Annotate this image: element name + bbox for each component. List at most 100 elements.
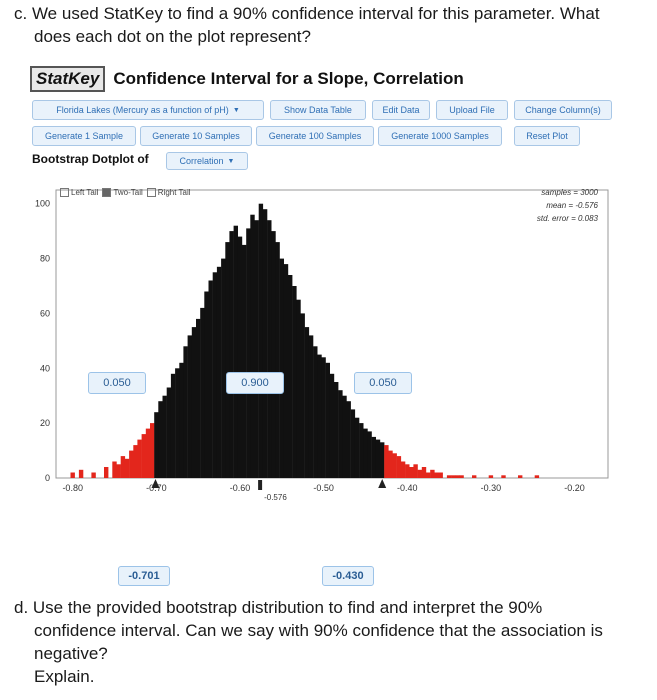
upper-endpoint[interactable]: -0.430 [322,566,374,586]
dot-column-56 [329,373,335,478]
dot-column-19 [175,368,180,478]
dot-column-17 [166,387,172,478]
mean-value: mean = -0.576 [546,201,598,210]
mean-marker-label: -0.576 [264,493,287,502]
y-tick-label-2: 40 [40,363,50,373]
dot-column-47 [292,286,297,478]
y-tick-label-3: 60 [40,308,50,318]
left-tail-checkbox[interactable]: Left Tail [60,188,98,198]
dot-column-24 [196,318,201,478]
dot-column-42 [271,231,276,478]
statistic-label: Correlation [179,156,224,166]
dot-column-89 [501,475,506,478]
dot-column-87 [472,475,477,478]
edit-data-button[interactable]: Edit Data [372,100,430,120]
upload-file-button[interactable]: Upload File [436,100,508,120]
statkey-logo: StatKey [30,66,106,92]
dot-column-78 [421,467,427,478]
dotplot-bars [70,203,540,478]
y-tick-label-0: 0 [45,473,50,483]
dot-column-76 [413,464,418,478]
right-tail-proportion[interactable]: 0.050 [354,372,412,394]
dot-column-74 [405,464,410,478]
dot-column-33 [233,225,238,478]
dot-column-49 [300,313,305,478]
question-d: d. Use the provided bootstrap distributi… [14,596,644,688]
std-error-value: std. error = 0.083 [536,214,598,223]
dot-column-29 [216,266,222,478]
right-tail-checkbox[interactable]: Right Tail [146,188,191,198]
lower-endpoint[interactable]: -0.701 [118,566,170,586]
dot-column-40 [262,209,268,478]
question-d-line-2: confidence interval. Can we say with 90%… [34,621,603,640]
dot-column-28 [212,272,218,478]
dataset-dropdown[interactable]: Florida Lakes (Mercury as a function of … [32,100,264,120]
x-tick-label-5: -0.30 [481,483,502,493]
y-tick-label-4: 80 [40,254,50,264]
generate-100-samples-button[interactable]: Generate 100 Samples [256,126,374,146]
dot-column-12 [145,428,151,478]
left-tail-proportion[interactable]: 0.050 [88,372,146,394]
change-columns-button[interactable]: Change Column(s) [514,100,612,120]
reset-plot-button[interactable]: Reset Plot [514,126,580,146]
dot-column-91 [534,475,540,478]
generate-1-sample-button[interactable]: Generate 1 Sample [32,126,136,146]
dot-column-43 [275,242,280,478]
two-tail-checkbox[interactable]: Two-Tail [102,188,143,198]
dot-column-66 [371,436,376,478]
dot-column-72 [396,456,402,478]
show-data-table-button[interactable]: Show Data Table [270,100,366,120]
upper-marker [378,479,387,488]
dot-column-30 [221,258,226,478]
dot-column-39 [258,203,264,478]
dot-column-7 [124,458,130,478]
dot-column-23 [191,327,197,478]
question-d-line-1: d. Use the provided bootstrap distributi… [14,598,543,617]
dot-column-22 [187,335,192,478]
dot-column-88 [488,475,494,478]
bootstrap-dotplot: -0.80-0.70-0.60-0.50-0.40-0.30-0.20 0204… [35,189,609,502]
chevron-down-icon: ▼ [227,157,235,165]
dot-column-13 [150,423,155,478]
dot-column-38 [254,220,259,478]
question-c: c. We used StatKey to find a 90% confide… [14,2,644,48]
dot-column-54 [321,357,326,478]
generate-1000-samples-button[interactable]: Generate 1000 Samples [378,126,502,146]
dot-column-70 [388,450,393,478]
app-title-row: StatKey Confidence Interval for a Slope,… [30,64,464,94]
dot-column-50 [304,327,310,478]
dot-column-61 [350,409,356,478]
dot-column-67 [375,439,381,478]
dot-column-1 [78,469,84,478]
generate-10-samples-button[interactable]: Generate 10 Samples [140,126,252,146]
dot-column-71 [392,453,397,478]
dot-column-15 [158,401,163,478]
dotplot-label: Bootstrap Dotplot of [32,152,149,166]
dot-column-25 [200,307,205,478]
chevron-down-icon: ▼ [232,106,240,114]
y-tick-label-5: 100 [35,199,50,209]
dot-column-31 [225,242,230,478]
dot-column-44 [279,258,284,478]
dot-column-34 [237,236,243,478]
x-tick-label-2: -0.60 [230,483,251,493]
y-axis: 0 20 40 60 80 100 [35,199,50,483]
dot-column-46 [288,275,293,478]
x-tick-label-0: -0.80 [62,483,83,493]
dot-column-82 [438,472,443,478]
dot-column-86 [459,475,464,478]
dot-column-90 [518,475,523,478]
dot-column-32 [229,231,234,478]
dot-column-85 [455,475,460,478]
dot-column-51 [308,335,314,478]
summary-stats: samples = 3000 mean = -0.576 std. error … [508,186,598,225]
dot-column-69 [384,445,389,478]
dot-column-8 [129,450,134,478]
middle-proportion[interactable]: 0.900 [226,372,284,394]
question-d-line-4: Explain. [34,667,95,686]
dot-column-14 [154,412,159,478]
statistic-dropdown[interactable]: Correlation ▼ [166,152,248,170]
question-c-line-2: does each dot on the plot represent? [34,27,311,46]
dot-column-57 [334,382,339,478]
dot-column-77 [417,469,422,478]
